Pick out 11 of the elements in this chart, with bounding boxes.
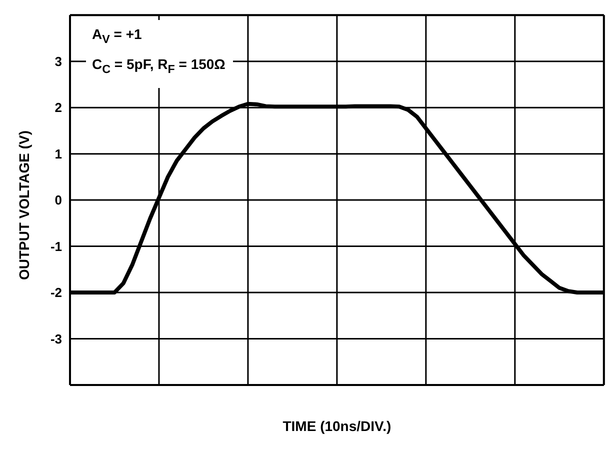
y-axis-title: OUTPUT VOLTAGE (V)	[16, 130, 32, 280]
x-axis-title: TIME (10ns/DIV.)	[282, 418, 392, 434]
y-tick-label: 3	[54, 54, 62, 69]
annotation: C$_{C}$ = 5pF, R$_{F}$ = 150Ω	[92, 54, 226, 78]
annotation: A$_{V}$ = +1	[92, 25, 143, 48]
y-tick-label: 2	[54, 100, 62, 116]
y-tick-label: -1	[50, 238, 62, 254]
y-tick-label: 1	[54, 146, 62, 162]
y-tick-label: -3	[50, 331, 62, 346]
y-tick-label: 0	[54, 192, 62, 208]
y-tick-label: -2	[50, 285, 62, 300]
